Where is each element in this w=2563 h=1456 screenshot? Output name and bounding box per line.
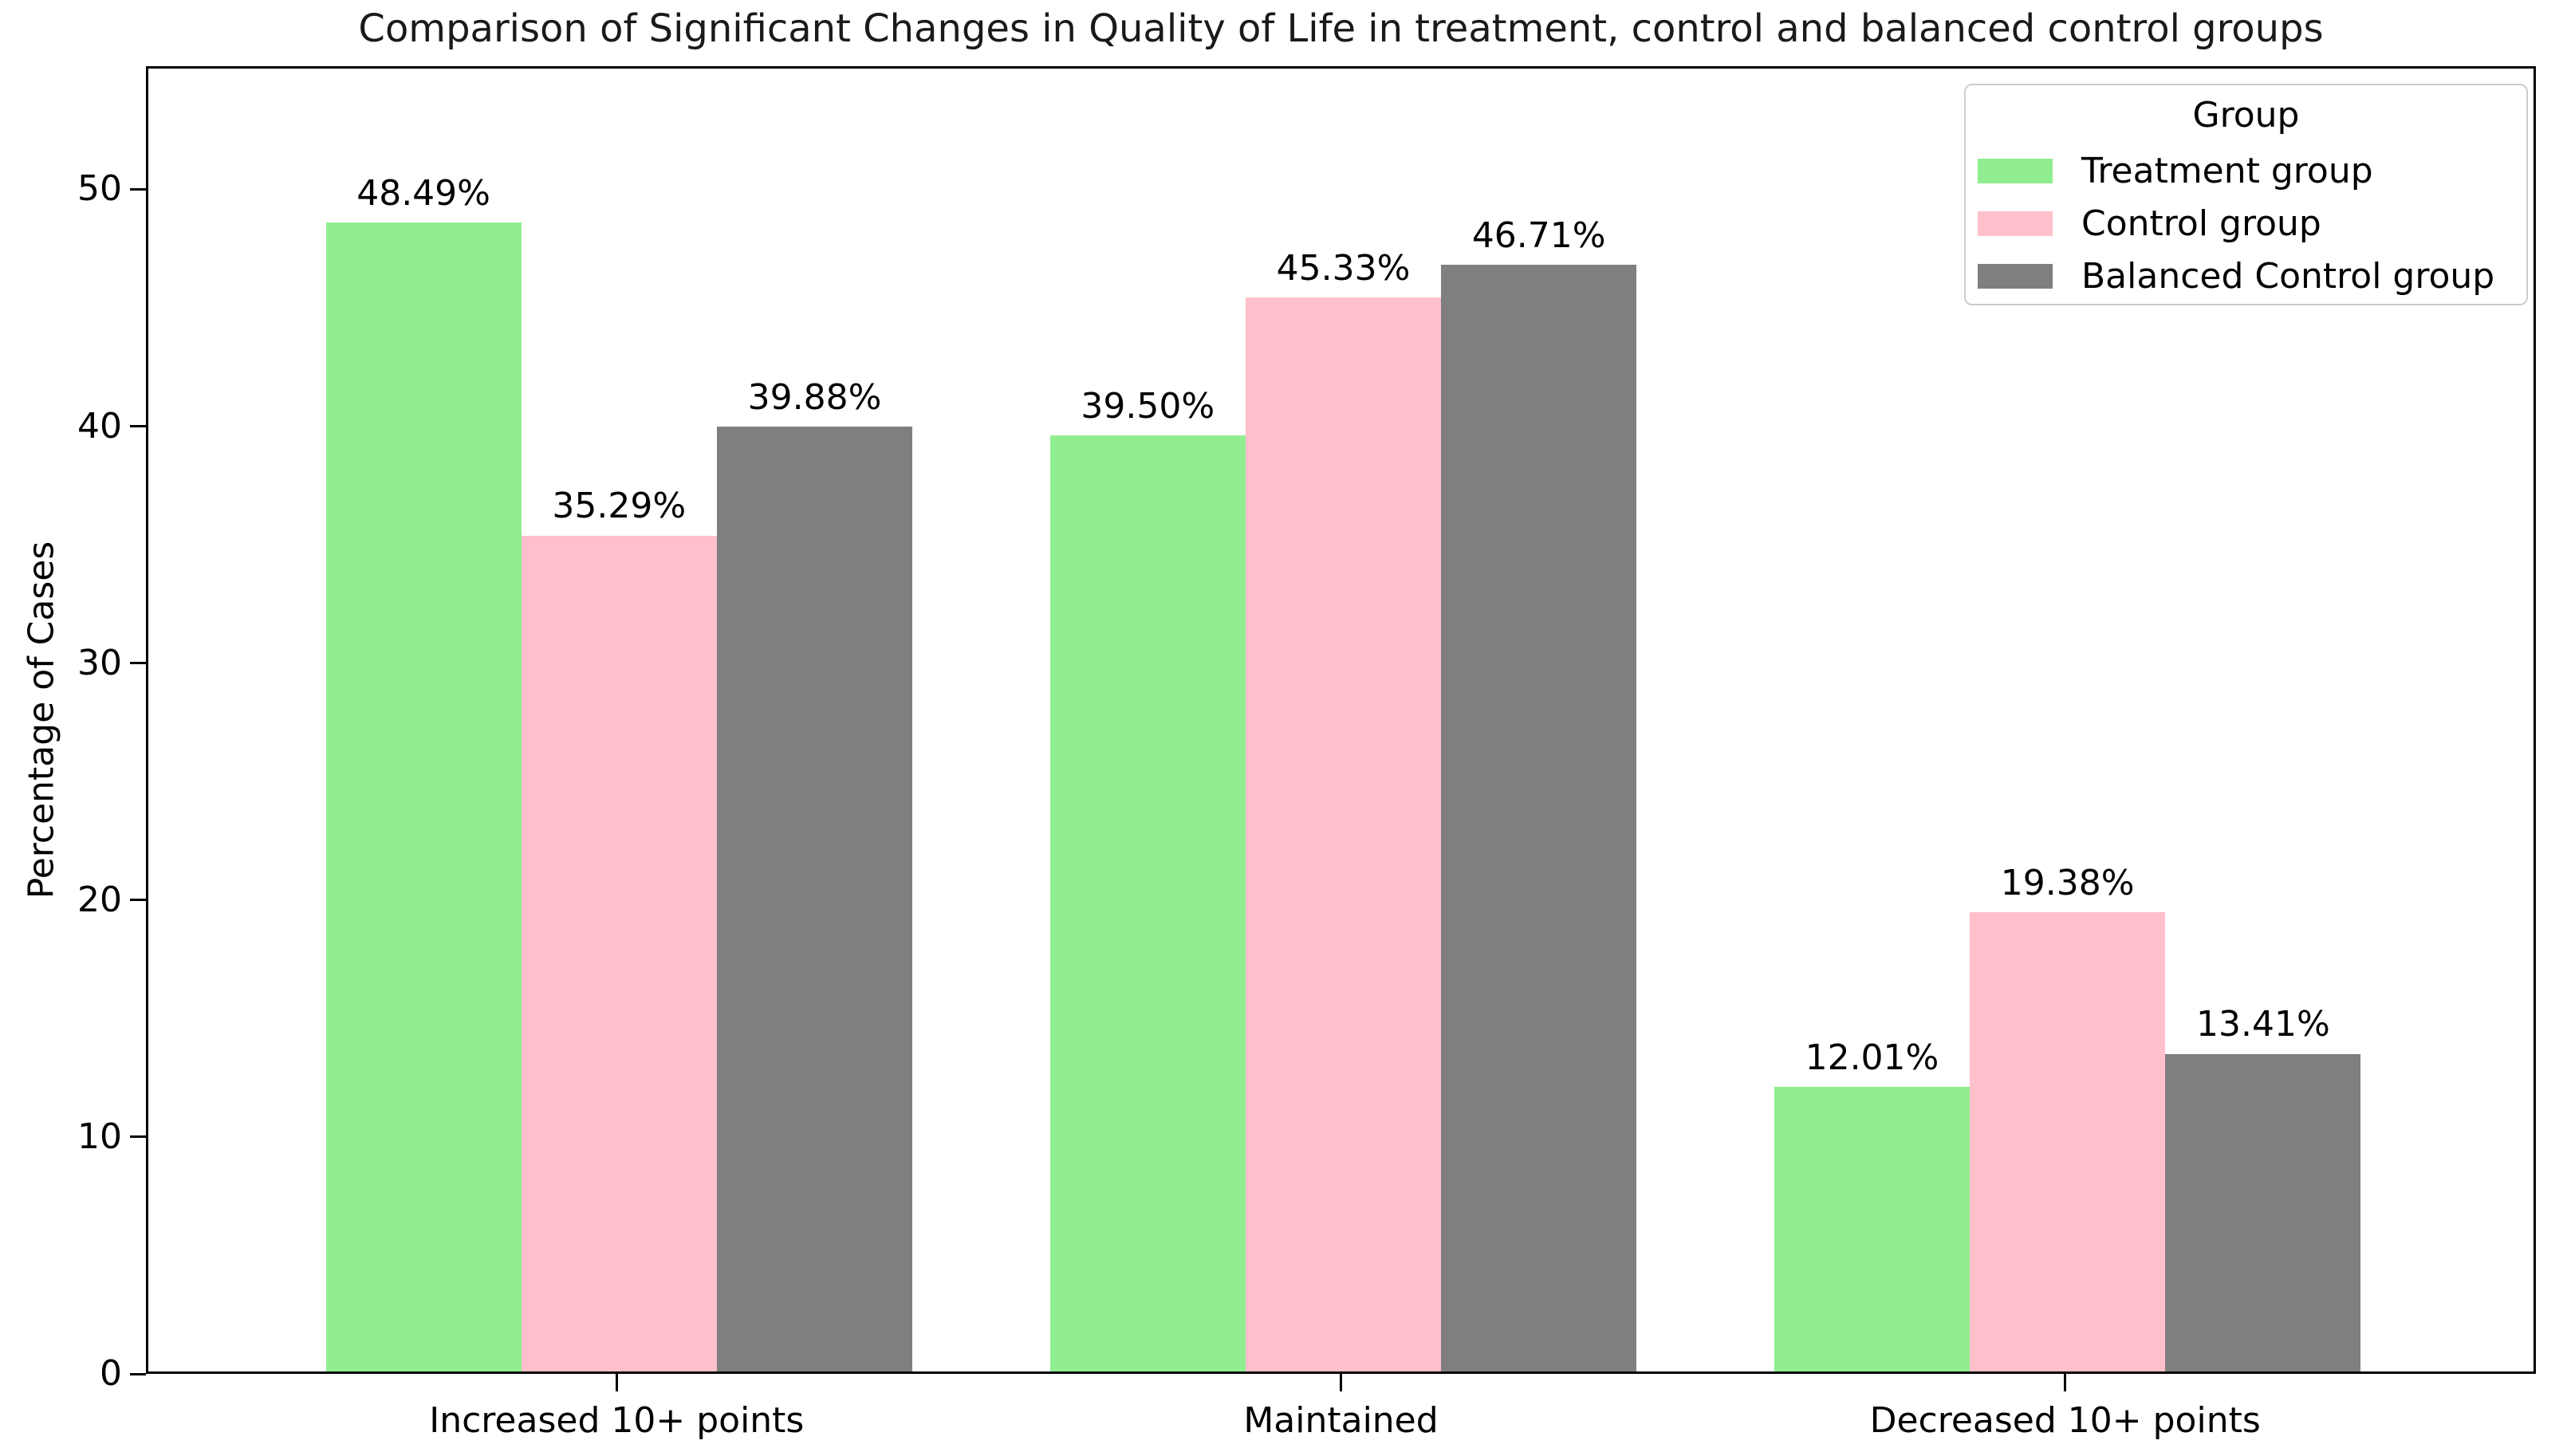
y-tick-mark-50 xyxy=(130,187,146,191)
bar-value-label-treatment-group-maintained: 39.50% xyxy=(1081,386,1215,427)
legend-label-balanced-control-group: Balanced Control group xyxy=(2081,255,2495,297)
bar-value-label-control-group-decreased-10-points: 19.38% xyxy=(2000,862,2135,903)
bar-balanced-control-group-decreased-10-points xyxy=(2165,1053,2361,1371)
bar-balanced-control-group-increased-10-points xyxy=(716,427,913,1371)
x-tick-label-maintained: Maintained xyxy=(1243,1400,1439,1441)
bar-value-label-treatment-group-decreased-10-points: 12.01% xyxy=(1805,1037,1939,1078)
legend-swatch-treatment-group xyxy=(1978,159,2053,184)
legend-title: Group xyxy=(2192,95,2300,136)
bar-control-group-maintained xyxy=(1245,297,1442,1371)
bar-treatment-group-maintained xyxy=(1049,435,1246,1371)
bar-value-label-control-group-maintained: 45.33% xyxy=(1276,247,1411,289)
y-tick-label-0: 0 xyxy=(100,1353,122,1394)
bar-treatment-group-decreased-10-points xyxy=(1774,1087,1970,1371)
legend-row-balanced-control-group: Balanced Control group xyxy=(1978,250,2526,303)
legend-label-control-group: Control group xyxy=(2081,203,2321,244)
bar-value-label-control-group-increased-10-points: 35.29% xyxy=(552,486,687,527)
legend: Group Treatment group Control group Balanc… xyxy=(1964,84,2528,305)
x-tick-mark-maintained xyxy=(1340,1374,1342,1391)
x-tick-mark-decreased-10-points xyxy=(2064,1374,2067,1391)
x-tick-label-increased-10-points: Increased 10+ points xyxy=(429,1400,805,1441)
bar-treatment-group-increased-10-points xyxy=(325,222,522,1371)
x-tick-mark-increased-10-points xyxy=(615,1374,618,1391)
bar-balanced-control-group-maintained xyxy=(1441,265,1637,1371)
legend-swatch-balanced-control-group xyxy=(1978,264,2053,289)
bar-control-group-increased-10-points xyxy=(521,535,717,1371)
y-tick-mark-30 xyxy=(130,662,146,665)
legend-row-treatment-group: Treatment group xyxy=(1978,145,2526,198)
legend-entries: Treatment group Control group Balanced Con… xyxy=(1978,145,2526,303)
y-tick-mark-40 xyxy=(130,425,146,428)
bar-control-group-decreased-10-points xyxy=(1970,912,2166,1371)
y-axis-label: Percentage of Cases xyxy=(21,541,62,899)
x-tick-label-decreased-10-points: Decreased 10+ points xyxy=(1869,1400,2261,1441)
y-tick-label-30: 30 xyxy=(77,642,122,683)
y-tick-mark-20 xyxy=(130,899,146,902)
bar-value-label-balanced-control-group-increased-10-points: 39.88% xyxy=(747,376,882,418)
bar-value-label-balanced-control-group-decreased-10-points: 13.41% xyxy=(2196,1004,2330,1045)
y-tick-label-10: 10 xyxy=(77,1116,122,1157)
chart-title: Comparison of Significant Changes in Qua… xyxy=(358,6,2324,51)
y-tick-mark-0 xyxy=(130,1372,146,1375)
y-tick-mark-10 xyxy=(130,1135,146,1139)
legend-row-control-group: Control group xyxy=(1978,198,2526,250)
bar-value-label-balanced-control-group-maintained: 46.71% xyxy=(1471,214,1606,256)
y-tick-label-20: 20 xyxy=(77,879,122,920)
y-tick-label-50: 50 xyxy=(77,168,122,210)
legend-swatch-control-group xyxy=(1978,211,2053,237)
bar-value-label-treatment-group-increased-10-points: 48.49% xyxy=(356,172,490,214)
y-tick-label-40: 40 xyxy=(77,405,122,447)
legend-label-treatment-group: Treatment group xyxy=(2081,150,2373,191)
